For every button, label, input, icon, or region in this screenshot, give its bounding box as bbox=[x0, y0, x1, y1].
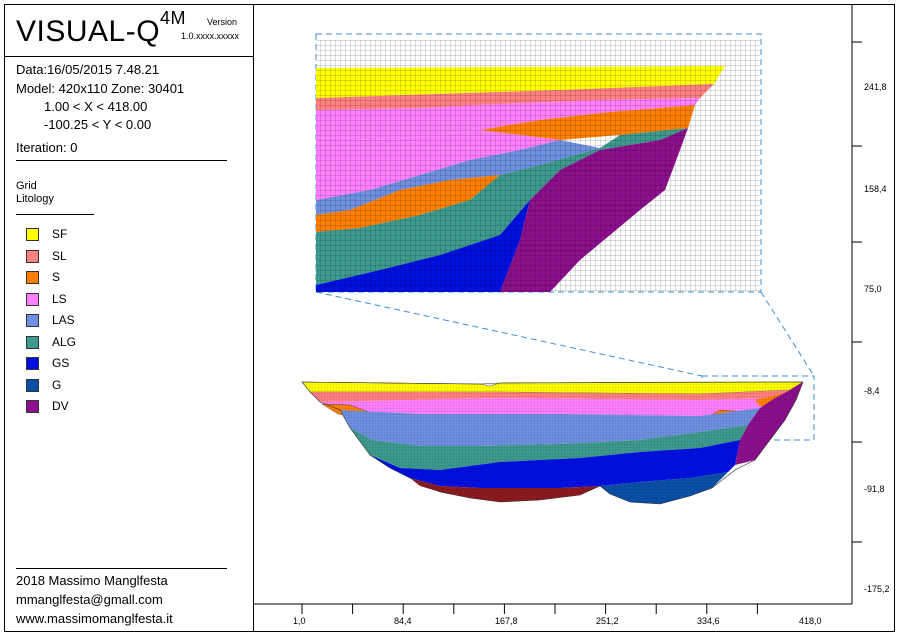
x-tick-label: 1,0 bbox=[293, 616, 306, 626]
legend-label: LAS bbox=[52, 313, 75, 327]
legend-swatch bbox=[26, 249, 39, 263]
author-text: 2018 Massimo Manglfesta bbox=[16, 573, 168, 588]
main-frame bbox=[4, 4, 895, 632]
divider bbox=[16, 568, 227, 569]
x-tick-label: 84,4 bbox=[394, 616, 412, 626]
y-axis-ticks bbox=[852, 41, 862, 543]
y-tick-label: -175,2 bbox=[864, 584, 890, 594]
legend-swatch bbox=[26, 335, 39, 349]
title-box: VISUAL-Q4M Version 1.0.xxxx.xxxxx bbox=[4, 4, 253, 57]
legend-swatch bbox=[26, 228, 39, 241]
email-link[interactable]: mmanglfesta@gmall.com bbox=[16, 592, 163, 607]
legend-swatch bbox=[26, 314, 39, 327]
app-title: VISUAL-Q4M bbox=[16, 8, 186, 49]
legend-label: SL bbox=[52, 248, 67, 263]
x-range-text: 1.00 < X < 418.00 bbox=[44, 99, 148, 114]
legend-swatch bbox=[26, 378, 39, 392]
legend-swatch bbox=[26, 357, 39, 370]
x-tick-label: 167,8 bbox=[495, 616, 518, 626]
iteration-text: Iteration: 0 bbox=[16, 140, 78, 155]
cross-section bbox=[301, 381, 804, 505]
legend-label: SF bbox=[52, 227, 68, 241]
divider bbox=[16, 214, 94, 215]
y-tick-label: 158,4 bbox=[864, 184, 887, 194]
version-label: Version bbox=[206, 17, 237, 27]
legend-label: LS bbox=[52, 291, 67, 306]
legend-label: ALG bbox=[52, 334, 77, 349]
layer-grid-toggle[interactable]: Grid bbox=[16, 180, 37, 192]
legend-swatch bbox=[26, 271, 39, 284]
x-tick-label: 251,2 bbox=[596, 616, 619, 626]
legend-swatch bbox=[26, 292, 39, 306]
y-tick-label: 241,8 bbox=[864, 82, 887, 92]
zoom-connector-left bbox=[315, 291, 703, 377]
legend-label: GS bbox=[52, 356, 70, 370]
info-panel: VISUAL-Q4M Version 1.0.xxxx.xxxxx Data:1… bbox=[4, 4, 254, 632]
divider bbox=[16, 160, 227, 161]
version-number: 1.0.xxxx.xxxxx bbox=[180, 31, 239, 41]
layer-litology-toggle[interactable]: Litology bbox=[16, 193, 54, 205]
model-text: Model: 420x110 Zone: 30401 bbox=[16, 81, 185, 96]
legend-label: G bbox=[52, 377, 62, 392]
zoom-connector-right bbox=[760, 291, 815, 377]
zoomed-section bbox=[316, 40, 760, 292]
x-tick-label: 334,6 bbox=[697, 616, 720, 626]
legend-swatch bbox=[26, 400, 39, 413]
y-tick-label: -8,4 bbox=[864, 386, 880, 396]
legend-label: S bbox=[52, 270, 61, 284]
grid-overlay-zoom bbox=[316, 40, 760, 292]
app-title-superscript: 4M bbox=[160, 8, 187, 28]
y-range-text: -100.25 < Y < 0.00 bbox=[44, 117, 152, 132]
section-outline bbox=[301, 381, 804, 505]
x-axis-ticks bbox=[301, 604, 758, 614]
y-tick-label: 75,0 bbox=[864, 284, 882, 294]
date-text: Data:16/05/2015 7.48.21 bbox=[16, 62, 160, 77]
app-title-text: VISUAL-Q bbox=[16, 15, 161, 48]
legend-label: DV bbox=[52, 399, 69, 413]
website-link[interactable]: www.massimomanglfesta.it bbox=[16, 611, 173, 626]
y-tick-label: -91,8 bbox=[864, 484, 885, 494]
x-tick-label: 418,0 bbox=[799, 616, 822, 626]
